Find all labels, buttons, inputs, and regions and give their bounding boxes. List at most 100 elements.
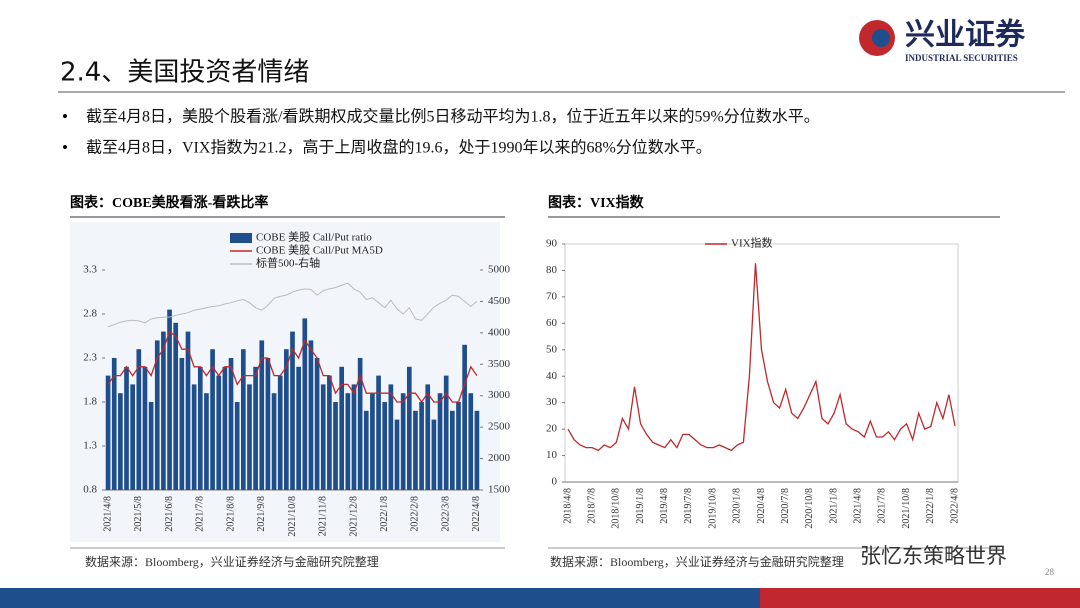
bar: [327, 375, 332, 490]
bar: [425, 384, 431, 490]
bar: [333, 402, 338, 490]
x-tick-label: 2020/1/8: [732, 488, 743, 524]
bar: [474, 410, 480, 490]
y-tick-label: 60: [546, 317, 558, 329]
x-tick-label: 2019/10/8: [707, 488, 718, 529]
x-tick-label: 2020/4/8: [756, 488, 767, 524]
source-note: 数据来源：Bloomberg，兴业证券经济与金融研究院整理: [550, 554, 844, 569]
bar: [406, 366, 412, 490]
legend-label: VIX指数: [731, 236, 773, 250]
bar: [148, 402, 154, 490]
bar: [320, 384, 326, 490]
bar: [179, 358, 185, 490]
line-series: [107, 330, 478, 404]
bullet-dot: •: [62, 138, 68, 157]
y-tick-label: 2.8: [83, 308, 97, 320]
y-tick-label: 3.3: [83, 264, 97, 276]
bar: [130, 384, 135, 490]
x-tick-label: 2022/1/8: [379, 496, 390, 532]
bar: [376, 375, 381, 490]
bar: [284, 349, 289, 490]
x-tick-label: 2018/10/8: [611, 488, 622, 529]
bar: [302, 318, 308, 490]
bar: [450, 410, 455, 490]
x-tick-label: 2018/4/8: [562, 488, 573, 524]
bar: [443, 375, 449, 490]
y-tick-label: 40: [546, 370, 558, 382]
x-tick-label: 2019/1/8: [635, 488, 646, 524]
bar: [271, 393, 277, 490]
logo-mark-inner: [872, 29, 890, 47]
x-tick-label: 2019/7/8: [683, 488, 694, 524]
bar: [185, 331, 191, 490]
y-tick-label: 10: [546, 449, 558, 461]
logo-name: 兴业证券: [905, 18, 1026, 53]
x-tick-label: 2019/4/8: [659, 488, 670, 524]
bar: [265, 358, 271, 490]
bar: [228, 358, 234, 490]
x-tick-label: 2021/12/8: [348, 496, 359, 537]
x-tick-label: 2020/7/8: [780, 488, 791, 524]
y-tick-label: 30: [546, 396, 558, 408]
bar: [210, 349, 215, 490]
bar: [437, 393, 443, 490]
bar: [142, 366, 148, 490]
y2-tick-label: 5000: [488, 264, 511, 276]
y-tick-label: 90: [546, 238, 558, 250]
bar: [204, 393, 209, 490]
y-tick-label: 80: [546, 264, 558, 276]
chart-title: 图表：COBE美股看涨-看跌比率: [70, 194, 268, 211]
x-tick-label: 2021/9/8: [256, 496, 267, 532]
x-tick-label: 2022/3/8: [440, 496, 451, 532]
bar: [382, 402, 388, 490]
bar: [290, 331, 295, 490]
bar: [191, 384, 197, 490]
y2-tick-label: 1500: [488, 484, 511, 496]
bar: [247, 384, 252, 490]
legend-swatch: [230, 233, 252, 243]
bar: [400, 393, 406, 490]
bar: [222, 366, 228, 490]
legend-label: COBE 美股 Call/Put MA5D: [256, 244, 383, 257]
bar: [234, 402, 240, 490]
page-number: 28: [1045, 567, 1055, 577]
bar: [394, 419, 400, 490]
bar: [197, 366, 203, 490]
bar: [136, 349, 142, 490]
bar: [111, 358, 117, 490]
bar: [240, 349, 246, 490]
y-tick-label: 70: [546, 290, 558, 302]
bar: [161, 331, 166, 490]
bar: [370, 393, 375, 490]
bar: [357, 358, 363, 490]
x-tick-label: 2021/1/8: [828, 488, 839, 524]
bar: [277, 375, 283, 490]
bar: [253, 366, 258, 490]
bar: [468, 393, 474, 490]
bar: [462, 344, 467, 490]
bar: [388, 384, 394, 490]
x-tick-label: 2021/7/8: [877, 488, 888, 524]
y-tick-label: 2.3: [83, 352, 97, 364]
bar: [314, 358, 320, 490]
bar: [456, 402, 461, 490]
watermark: 张忆东策略世界: [860, 544, 1007, 568]
y2-tick-label: 3500: [488, 358, 511, 370]
y2-tick-label: 2000: [488, 452, 511, 464]
legend-label: 标普500-右轴: [256, 256, 320, 270]
x-tick-label: 2021/11/8: [318, 496, 329, 536]
y2-tick-label: 3000: [488, 389, 511, 401]
footer-band-accent: [760, 588, 1080, 608]
x-tick-label: 2022/1/8: [925, 488, 936, 524]
bar: [431, 419, 437, 490]
bar: [105, 375, 111, 490]
x-tick-label: 2021/7/8: [195, 496, 206, 532]
bar: [173, 322, 179, 490]
bar: [154, 340, 160, 490]
x-tick-label: 2020/10/8: [804, 488, 815, 529]
x-tick-label: 2022/4/8: [471, 496, 482, 532]
x-tick-label: 2022/4/8: [949, 488, 960, 524]
y-tick-label: 1.3: [83, 440, 97, 452]
y-tick-label: 1.8: [83, 396, 97, 408]
x-tick-label: 2021/10/8: [901, 488, 912, 529]
